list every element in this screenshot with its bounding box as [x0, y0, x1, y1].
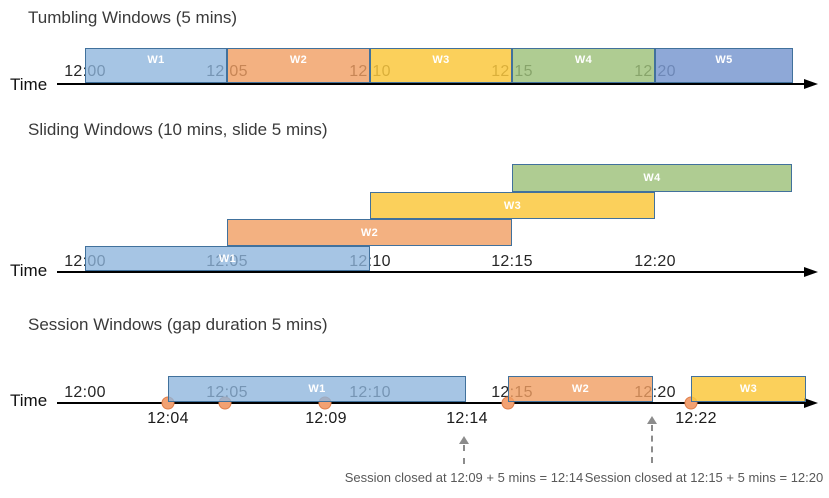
time-axis-label: Time: [10, 391, 48, 410]
tick-label: 12:15: [491, 253, 533, 270]
window-box: W1: [85, 246, 370, 271]
window-label: W2: [360, 226, 379, 239]
tick-label: 12:20: [634, 253, 676, 270]
window-label: W1: [308, 383, 326, 395]
event-time-label: 12:09: [305, 410, 347, 427]
window-label: W2: [571, 383, 590, 395]
time-axis-label: Time: [10, 261, 48, 280]
session-close-annotation: Session closed at 12:09 + 5 mins = 12:14: [344, 470, 584, 485]
window-box: W4: [512, 164, 792, 192]
window-label: W3: [739, 383, 758, 395]
axis-arrowhead-icon: [804, 267, 818, 277]
time-axis-label: Time: [10, 75, 48, 94]
section-title-tumbling: Tumbling Windows (5 mins): [28, 8, 238, 27]
window-label: W1: [147, 54, 165, 66]
axis-arrowhead-icon: [804, 79, 818, 89]
event-time-label: 12:22: [675, 410, 717, 427]
window-label: W2: [289, 54, 308, 66]
window-label: W5: [715, 54, 733, 66]
timeline-axis: [57, 271, 804, 273]
window-box: W2: [227, 219, 512, 246]
section-title-session: Session Windows (gap duration 5 mins): [28, 315, 328, 334]
tick-label: 12:00: [64, 384, 106, 401]
dashed-arrow-up-icon: [647, 416, 657, 424]
window-box: W3: [370, 192, 655, 219]
dashed-arrow-tail: [651, 425, 653, 463]
window-box: W1: [168, 376, 466, 402]
window-box: W3: [691, 376, 806, 402]
window-label: W3: [432, 54, 450, 66]
event-time-label: 12:14: [446, 410, 488, 427]
timeline-axis: [57, 402, 804, 404]
window-box: W4: [512, 48, 655, 83]
window-box: W5: [655, 48, 793, 83]
window-label: W1: [218, 252, 237, 265]
window-label: W4: [643, 172, 661, 184]
window-box: W2: [227, 48, 370, 83]
timeline-axis: [57, 83, 804, 85]
dashed-arrow-up-icon: [459, 436, 469, 444]
dashed-arrow-tail: [463, 445, 465, 464]
event-time-label: 12:04: [147, 410, 189, 427]
session-close-annotation: Session closed at 12:15 + 5 mins = 12:20: [584, 470, 824, 485]
window-box: W1: [85, 48, 227, 83]
axis-arrowhead-icon: [804, 398, 818, 408]
window-box: W2: [508, 376, 653, 402]
section-title-sliding: Sliding Windows (10 mins, slide 5 mins): [28, 120, 328, 139]
window-label: W4: [574, 54, 593, 66]
window-box: W3: [370, 48, 512, 83]
window-label: W3: [503, 199, 522, 212]
